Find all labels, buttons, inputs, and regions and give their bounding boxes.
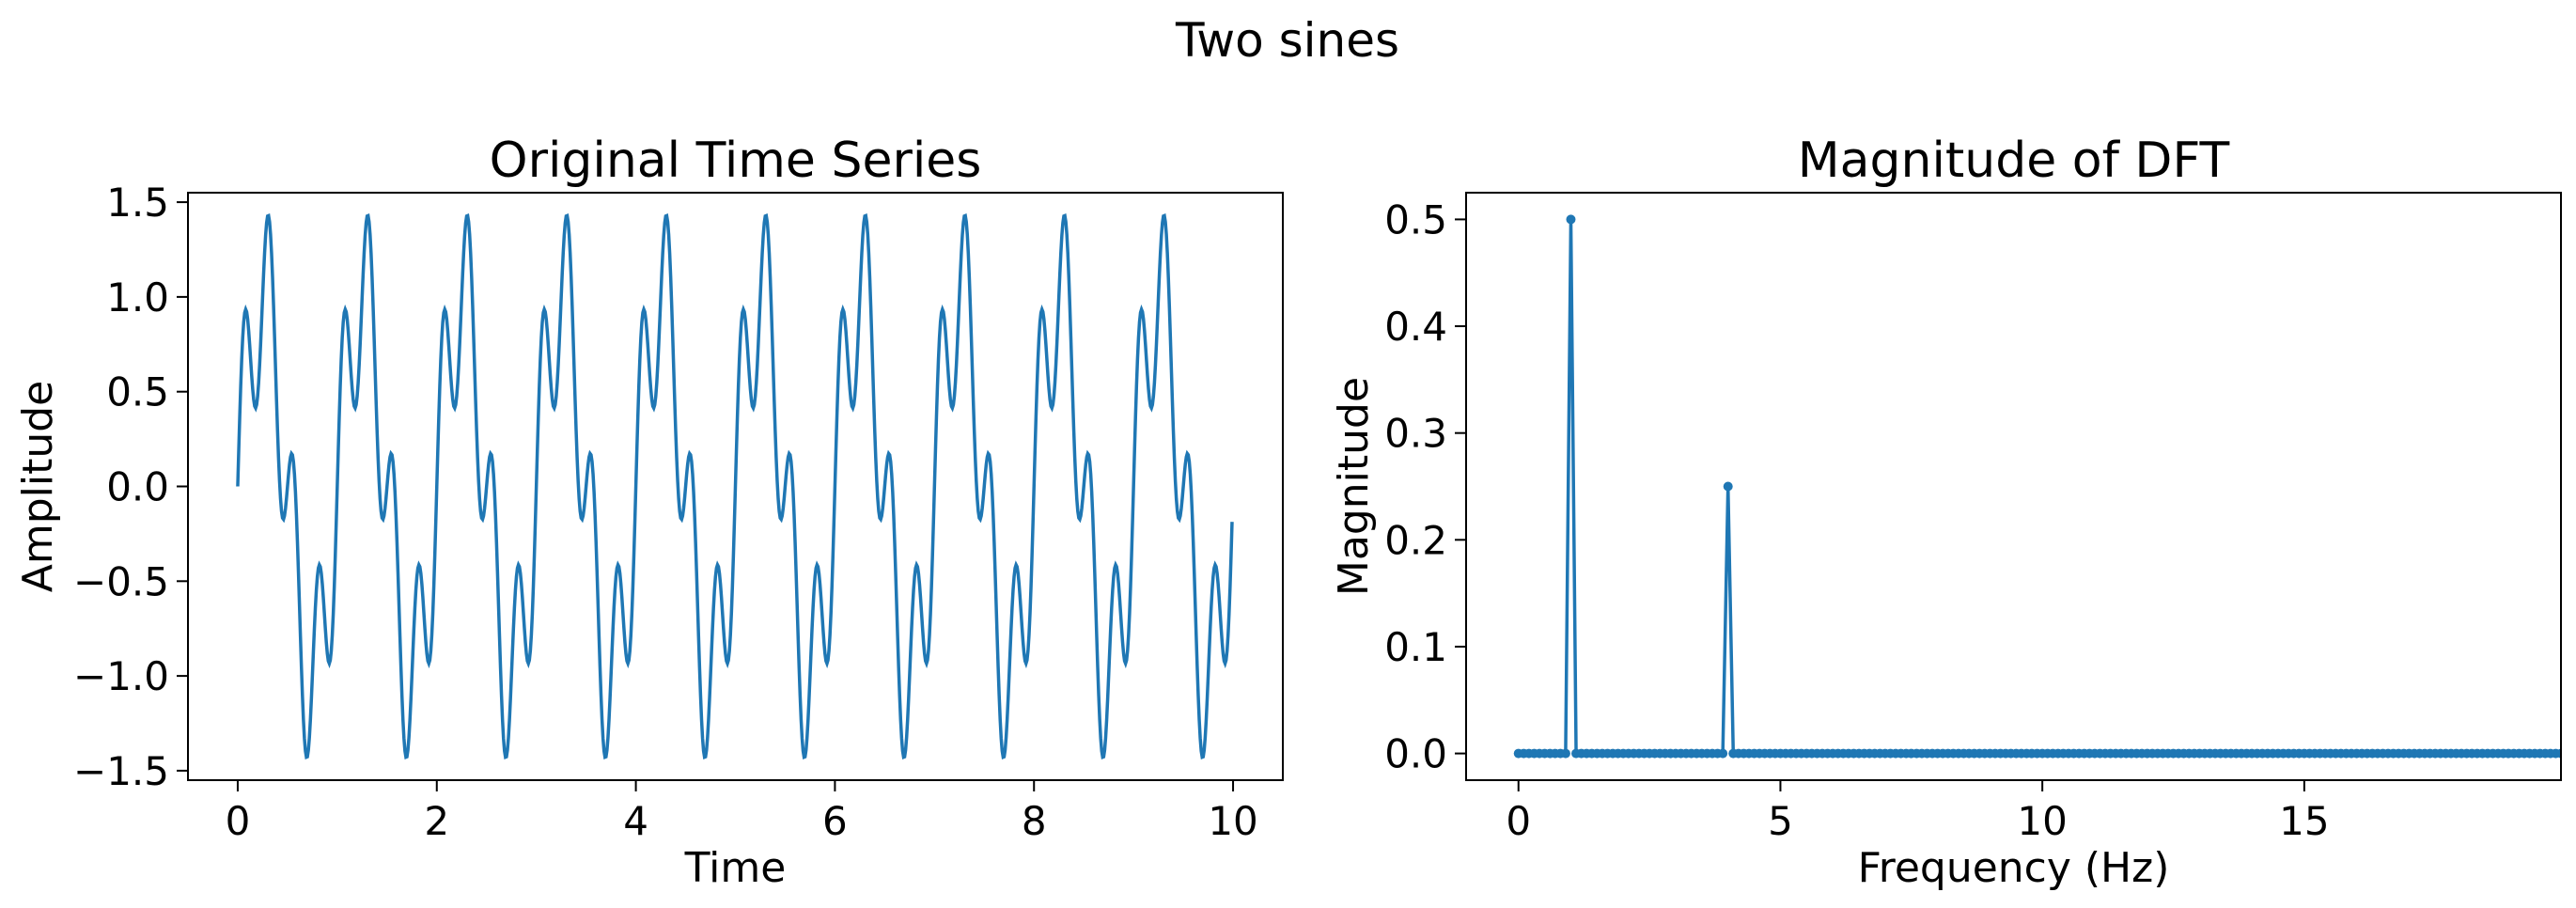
y-tick-label: −0.5 — [73, 558, 169, 604]
y-tick-label: −1.5 — [73, 748, 169, 794]
figure-title: Two sines — [1175, 13, 1399, 68]
data-point — [1560, 748, 1570, 759]
x-axis-label: Frequency (Hz) — [1858, 844, 2170, 892]
y-tick-label: 0.0 — [106, 464, 169, 510]
data-point — [2556, 748, 2561, 759]
y-tick-label: 0.2 — [1384, 517, 1447, 563]
y-tick-label: 0.5 — [106, 369, 169, 415]
y-tick-label: 1.5 — [106, 180, 169, 226]
y-tick-label: 0.5 — [1384, 196, 1447, 243]
x-tick-label: 10 — [2017, 798, 2067, 844]
series-line — [236, 212, 1234, 760]
axes-frame — [187, 192, 1284, 781]
y-tick-label: 0.3 — [1384, 411, 1447, 457]
data-point — [1566, 214, 1576, 225]
x-tick-label: 4 — [623, 798, 648, 844]
y-tick-label: 0.1 — [1384, 624, 1447, 670]
chart-dft-magnitude: Magnitude of DFT 0 5 10 15 0.0 0.1 0.2 0.3 0.4 0.5… — [1330, 133, 2562, 892]
y-axis-label: Magnitude — [1330, 377, 1378, 596]
plot-title: Original Time Series — [490, 133, 982, 189]
y-tick-label: 0.0 — [1384, 731, 1447, 777]
axes-frame — [1465, 192, 2562, 781]
x-tick-label: 0 — [1506, 798, 1531, 844]
x-tick-label: 5 — [1768, 798, 1793, 844]
data-point — [1723, 481, 1733, 492]
y-tick-label: 1.0 — [106, 274, 169, 321]
x-tick-label: 6 — [822, 798, 848, 844]
x-axis-label: Time — [684, 844, 787, 892]
y-axis-label: Amplitude — [14, 381, 62, 592]
x-tick-label: 2 — [424, 798, 449, 844]
stem-series — [1513, 214, 2561, 759]
x-tick-label: 15 — [2279, 798, 2329, 844]
x-tick-label: 0 — [226, 798, 251, 844]
y-tick-label: 0.4 — [1384, 304, 1447, 350]
magnitude-line — [1518, 219, 2561, 756]
chart-time-series: Original Time Series 0 2 4 6 8 10 −1.5 −1.0 −0.5 0… — [14, 133, 1284, 892]
y-tick-label: −1.0 — [73, 653, 169, 699]
x-tick-label: 8 — [1022, 798, 1047, 844]
x-tick-label: 10 — [1208, 798, 1257, 844]
data-point — [1718, 748, 1728, 759]
plot-title: Magnitude of DFT — [1798, 133, 2230, 189]
